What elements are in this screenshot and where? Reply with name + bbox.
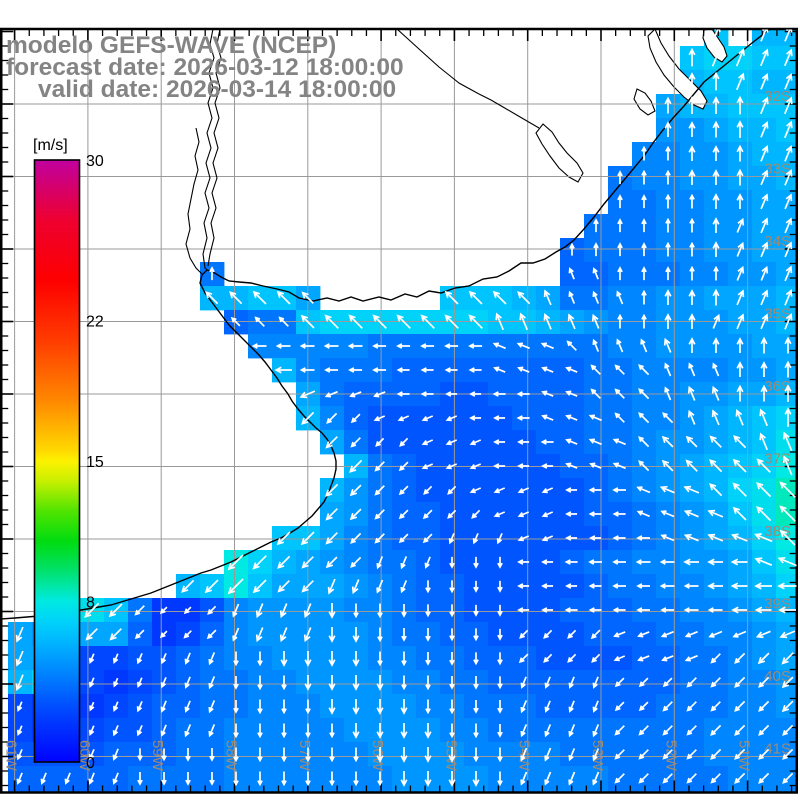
lat-label-40S: 40S (764, 668, 791, 685)
colorbar-tick-0: 0 (86, 755, 95, 772)
lat-label-37S: 37S (764, 451, 791, 468)
lon-label-51W: 51W (736, 740, 753, 772)
colorbar-unit-label: [m/s] (33, 137, 68, 154)
lon-label-53W: 53W (589, 740, 606, 772)
colorbar-tick-labels: 30 22 15 8 0 (86, 153, 104, 772)
wave-direction-arrows (15, 29, 797, 787)
colorbar-tick-22: 22 (86, 314, 104, 331)
colorbar-tick-15: 15 (86, 454, 104, 471)
lat-label-38S: 38S (764, 523, 791, 540)
valid-date: valid date: 2026-03-14 18:00:00 (38, 76, 396, 103)
lon-label-57W: 57W (296, 740, 313, 772)
lon-label-55W: 55W (442, 740, 459, 772)
model-title: modelo GEFS-WAVE (NCEP) (6, 32, 336, 59)
lon-label-58W: 58W (223, 740, 240, 772)
lon-label-54W: 54W (516, 740, 533, 772)
colorbar-gradient-bar (33, 159, 81, 763)
map-frame (0, 27, 798, 794)
lon-label-59W: 59W (149, 740, 166, 772)
lat-label-32S: 32S (764, 88, 791, 105)
lat-label-36S: 36S (764, 378, 791, 395)
lat-label-33S: 33S (764, 161, 791, 178)
forecast-date: forecast date: 2026-03-12 18:00:00 (6, 54, 404, 81)
coastline (1, 29, 771, 620)
colorbar-tick-30: 30 (86, 153, 104, 170)
colorbar-legend: [m/s] 30 22 15 8 0 (33, 137, 104, 772)
lat-label-41S: 41S (764, 741, 791, 758)
lat-label-34S: 34S (764, 233, 791, 250)
lon-label-52W: 52W (662, 740, 679, 772)
lon-label-61W: 61W (3, 740, 20, 772)
colorbar-tick-8: 8 (86, 594, 95, 611)
lat-label-35S: 35S (764, 306, 791, 323)
title-block: modelo GEFS-WAVE (NCEP) forecast date: 2… (6, 32, 404, 103)
